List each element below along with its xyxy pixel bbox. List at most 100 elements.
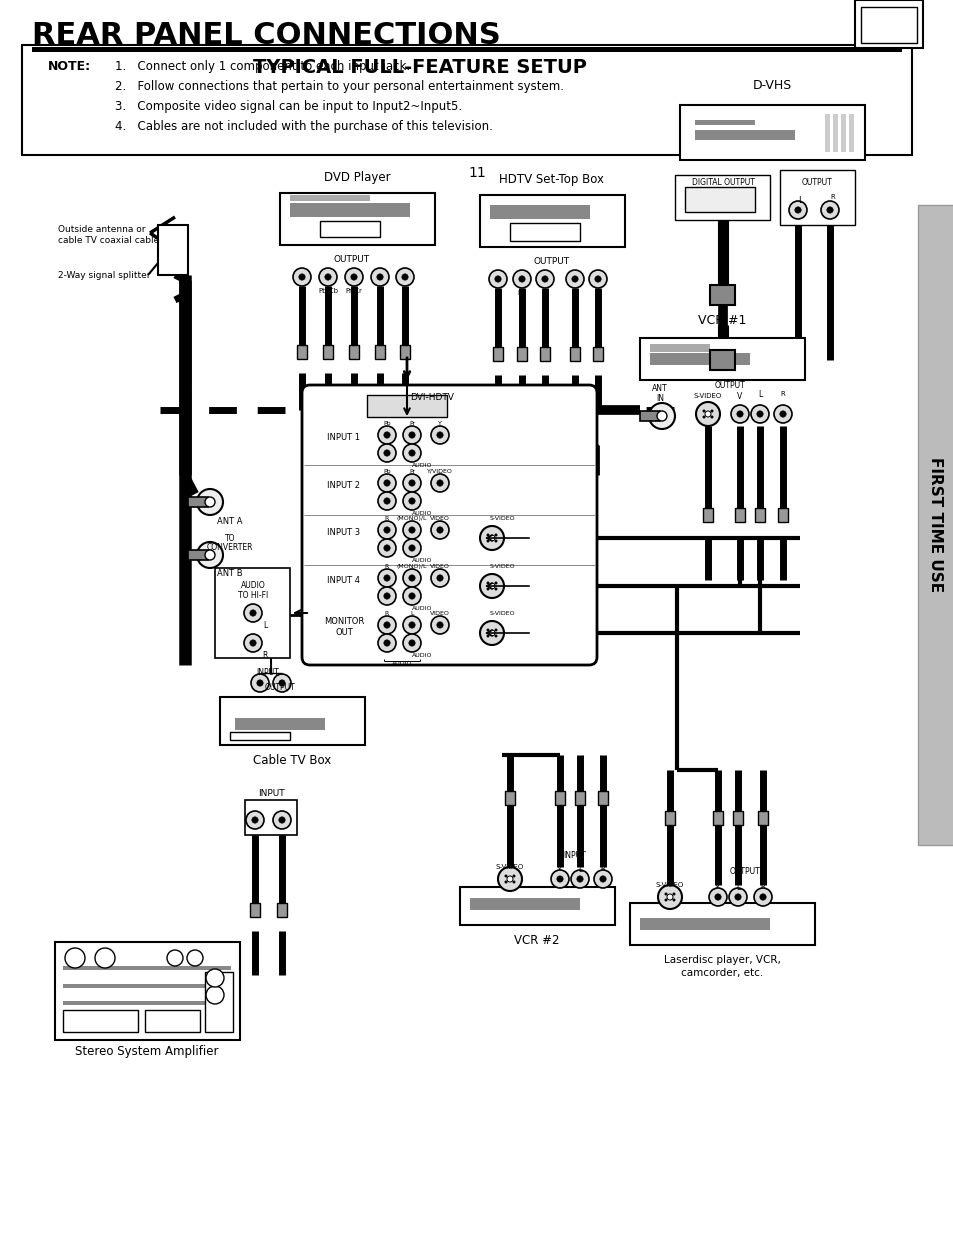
Text: S-VIDEO: S-VIDEO	[693, 393, 721, 399]
Bar	[824, 114, 829, 152]
Circle shape	[701, 415, 705, 419]
Circle shape	[486, 588, 489, 590]
Circle shape	[506, 876, 513, 882]
Bar	[367, 395, 447, 417]
Circle shape	[250, 640, 256, 646]
Bar	[555, 790, 564, 805]
Circle shape	[377, 538, 395, 557]
Circle shape	[206, 986, 224, 1004]
Circle shape	[409, 574, 415, 582]
Text: R: R	[830, 194, 835, 200]
Text: Stereo System Amplifier: Stereo System Amplifier	[75, 1046, 218, 1058]
Text: INPUT: INPUT	[257, 788, 284, 798]
Bar	[758, 811, 767, 825]
Text: Y/VIDEO: Y/VIDEO	[427, 468, 453, 473]
Bar	[145, 1010, 200, 1032]
Text: ANT: ANT	[652, 384, 667, 393]
Bar	[493, 347, 502, 361]
Circle shape	[409, 498, 415, 504]
Circle shape	[486, 582, 489, 584]
Text: R: R	[384, 610, 389, 615]
Bar	[280, 193, 435, 245]
Circle shape	[383, 432, 390, 438]
Text: R: R	[279, 836, 284, 845]
Bar	[593, 347, 602, 361]
Circle shape	[377, 587, 395, 605]
Bar	[598, 790, 607, 805]
Text: 3.   Composite video signal can be input to Input2~Input5.: 3. Composite video signal can be input t…	[115, 100, 461, 112]
Circle shape	[431, 426, 449, 445]
Bar	[854, 0, 923, 48]
Circle shape	[759, 894, 765, 900]
Circle shape	[409, 593, 415, 599]
Text: REAR PANEL CONNECTIONS: REAR PANEL CONNECTIONS	[32, 21, 500, 49]
Circle shape	[672, 899, 675, 902]
Text: CONVERTER: CONVERTER	[207, 542, 253, 552]
Bar	[639, 411, 659, 421]
Text: Y: Y	[496, 290, 499, 296]
Circle shape	[486, 540, 489, 542]
Circle shape	[402, 492, 420, 510]
Bar	[63, 1002, 231, 1005]
Circle shape	[708, 888, 726, 906]
Text: NOTE:: NOTE:	[48, 61, 91, 73]
Bar	[290, 195, 370, 201]
Circle shape	[577, 876, 582, 882]
Circle shape	[250, 610, 256, 616]
Bar	[220, 697, 365, 745]
Circle shape	[486, 629, 489, 631]
Text: AUDIO: AUDIO	[240, 580, 265, 589]
Circle shape	[672, 893, 675, 895]
Bar	[712, 811, 722, 825]
Bar	[684, 186, 754, 212]
Circle shape	[345, 268, 363, 287]
Circle shape	[736, 411, 742, 417]
Circle shape	[273, 811, 291, 829]
Circle shape	[196, 542, 223, 568]
Circle shape	[325, 274, 331, 280]
Bar	[470, 898, 579, 910]
Text: VIDEO: VIDEO	[430, 515, 450, 520]
Text: INPUT 1: INPUT 1	[327, 432, 360, 441]
Text: R: R	[600, 866, 605, 872]
Text: 4.   Cables are not included with the purchase of this television.: 4. Cables are not included with the purc…	[115, 120, 493, 133]
Bar	[55, 942, 240, 1040]
Text: S-VIDEO: S-VIDEO	[655, 882, 683, 888]
Circle shape	[205, 496, 214, 508]
Text: R: R	[402, 288, 407, 294]
Text: HDTV Set-Top Box: HDTV Set-Top Box	[499, 173, 604, 185]
Bar	[629, 903, 814, 945]
Circle shape	[594, 869, 612, 888]
Bar	[778, 508, 787, 522]
Circle shape	[377, 492, 395, 510]
Text: AUDIO: AUDIO	[412, 605, 432, 610]
Text: L: L	[573, 290, 577, 296]
Text: Y: Y	[437, 420, 441, 426]
Circle shape	[402, 474, 420, 492]
Circle shape	[409, 640, 415, 646]
Text: L: L	[253, 836, 257, 845]
Circle shape	[826, 206, 832, 214]
Text: L: L	[377, 288, 381, 294]
Bar	[649, 353, 749, 366]
Circle shape	[710, 415, 713, 419]
Circle shape	[246, 811, 264, 829]
Circle shape	[494, 582, 497, 584]
Circle shape	[479, 574, 503, 598]
Circle shape	[402, 521, 420, 538]
Circle shape	[658, 885, 681, 909]
Bar	[695, 193, 744, 207]
Circle shape	[273, 674, 291, 692]
Text: VIDEO: VIDEO	[430, 610, 450, 615]
Circle shape	[494, 534, 497, 536]
Circle shape	[756, 411, 762, 417]
Circle shape	[377, 634, 395, 652]
Text: INPUT 4: INPUT 4	[327, 576, 360, 584]
Text: L: L	[735, 883, 740, 892]
Bar	[22, 44, 911, 156]
Circle shape	[436, 480, 443, 487]
Bar	[250, 903, 260, 918]
Bar	[664, 811, 675, 825]
Circle shape	[734, 894, 740, 900]
Text: VCR #1: VCR #1	[697, 314, 745, 326]
